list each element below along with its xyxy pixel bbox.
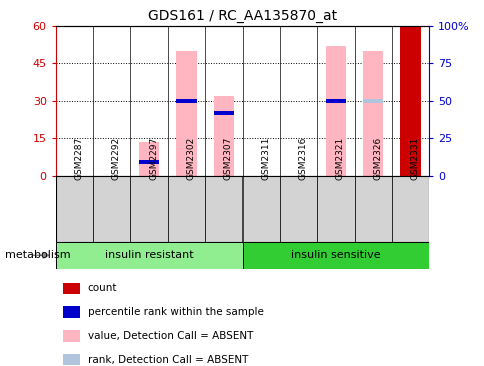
Text: GSM2331: GSM2331 — [409, 137, 419, 180]
Text: GSM2297: GSM2297 — [149, 137, 158, 180]
Bar — [317, 176, 354, 242]
Text: GSM2287: GSM2287 — [75, 137, 83, 180]
Text: GSM2292: GSM2292 — [111, 137, 121, 180]
Bar — [205, 176, 242, 242]
Bar — [391, 176, 428, 242]
Bar — [138, 160, 159, 164]
Bar — [130, 176, 167, 242]
Bar — [399, 26, 420, 176]
Text: GSM2307: GSM2307 — [223, 137, 232, 180]
Text: count: count — [87, 283, 117, 293]
Text: rank, Detection Call = ABSENT: rank, Detection Call = ABSENT — [87, 355, 247, 365]
Bar — [325, 46, 346, 176]
Text: insulin sensitive: insulin sensitive — [290, 250, 380, 260]
Bar — [176, 51, 197, 176]
Text: percentile rank within the sample: percentile rank within the sample — [87, 307, 263, 317]
Bar — [167, 176, 205, 242]
Bar — [213, 96, 234, 176]
Text: GSM2311: GSM2311 — [261, 137, 270, 180]
Text: metabolism: metabolism — [5, 250, 70, 260]
Text: GSM2302: GSM2302 — [186, 137, 195, 180]
Bar — [176, 99, 197, 102]
Bar — [63, 330, 80, 341]
Bar — [325, 99, 346, 102]
Bar — [213, 111, 234, 115]
Bar — [242, 242, 428, 269]
Bar — [63, 354, 80, 365]
Bar — [138, 142, 159, 176]
Bar — [399, 99, 420, 102]
Text: value, Detection Call = ABSENT: value, Detection Call = ABSENT — [87, 331, 252, 341]
Bar — [63, 306, 80, 318]
Text: GSM2326: GSM2326 — [373, 137, 381, 180]
Bar — [354, 176, 391, 242]
Bar — [362, 99, 383, 102]
Bar — [93, 176, 130, 242]
Bar — [56, 242, 242, 269]
Text: GSM2316: GSM2316 — [298, 137, 307, 180]
Bar — [279, 176, 317, 242]
Bar — [56, 176, 93, 242]
Bar — [362, 51, 383, 176]
Title: GDS161 / RC_AA135870_at: GDS161 / RC_AA135870_at — [148, 9, 336, 23]
Bar — [63, 283, 80, 294]
Bar — [242, 176, 279, 242]
Text: insulin resistant: insulin resistant — [105, 250, 193, 260]
Text: GSM2321: GSM2321 — [335, 137, 344, 180]
